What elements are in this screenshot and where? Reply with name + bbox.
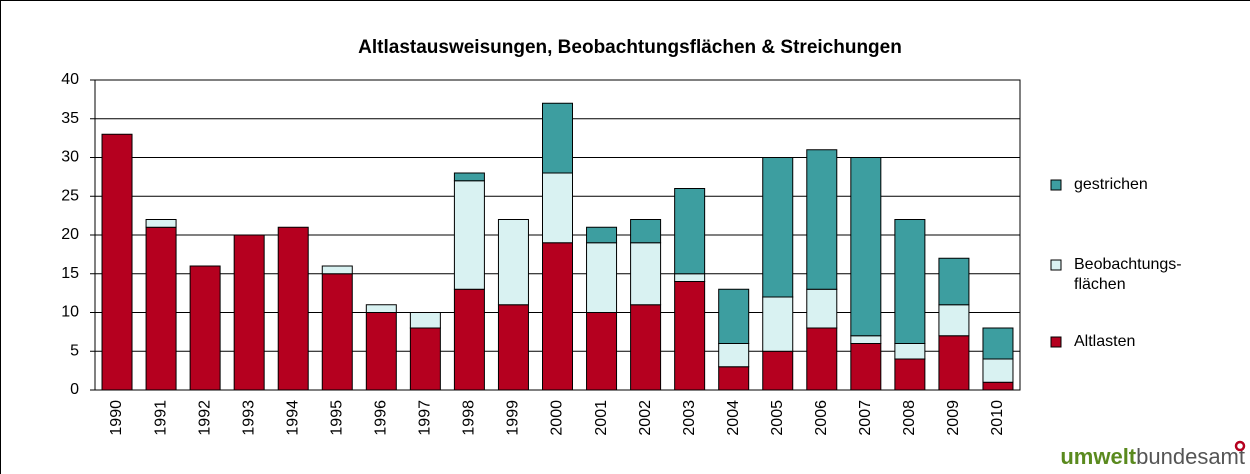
logo: umweltbundesamt xyxy=(1060,444,1245,469)
bar-segment xyxy=(409,327,441,391)
bar-segment xyxy=(145,226,177,391)
x-tick-label: 1993 xyxy=(240,400,257,436)
bar-segment xyxy=(542,102,573,174)
x-tick-label: 2005 xyxy=(769,400,786,436)
bar-segment xyxy=(718,366,750,391)
bar-segment xyxy=(938,304,970,337)
x-tick-label: 2006 xyxy=(813,400,830,436)
bar-segment xyxy=(982,327,1014,360)
x-tick-label: 2000 xyxy=(549,400,566,436)
bar-segment xyxy=(453,288,485,391)
bar-segment xyxy=(145,219,177,228)
x-tick-label: 1994 xyxy=(284,400,301,436)
x-tick-label: 2002 xyxy=(637,400,654,436)
bar-segment xyxy=(321,273,353,391)
x-tick-label: 1997 xyxy=(417,400,434,436)
logo-bold: umwelt xyxy=(1060,444,1136,469)
bar-segment xyxy=(762,350,794,391)
bar-segment xyxy=(586,226,618,244)
x-tick-label: 1999 xyxy=(505,400,522,436)
x-tick-label: 2007 xyxy=(857,400,874,436)
legend-label: gestrichen xyxy=(1074,176,1148,193)
y-tick-label: 10 xyxy=(61,304,79,321)
chart-title: Altlastausweisungen, Beobachtungsflächen… xyxy=(358,37,902,58)
bar-segment xyxy=(542,242,573,391)
bar-segment xyxy=(321,265,353,275)
bar-segment xyxy=(718,343,750,368)
bar-segment xyxy=(630,219,662,244)
bar-segment xyxy=(850,343,882,391)
x-tick-label: 1990 xyxy=(108,400,125,436)
bar-segment xyxy=(762,296,794,352)
bar-segment xyxy=(850,335,882,344)
x-tick-label: 1996 xyxy=(373,400,390,436)
bar-segment xyxy=(806,288,838,329)
bar-segment xyxy=(277,226,309,391)
x-tick-label: 1991 xyxy=(152,400,169,436)
x-tick-label: 1992 xyxy=(196,400,213,436)
bar-segment xyxy=(674,188,706,275)
bar-segment xyxy=(806,327,838,391)
x-tick-label: 1995 xyxy=(328,400,345,436)
bar-segment xyxy=(453,172,485,182)
y-tick-label: 20 xyxy=(61,226,79,243)
bar-segment xyxy=(586,312,618,391)
x-tick-label: 2004 xyxy=(725,400,742,436)
bar-segment xyxy=(497,219,529,306)
y-tick-label: 35 xyxy=(61,110,79,127)
legend-label: Altlasten xyxy=(1074,333,1135,350)
bar-segment xyxy=(630,304,662,391)
bar-segment xyxy=(718,288,750,344)
bar-segment xyxy=(497,304,529,391)
legend-swatch xyxy=(1050,179,1062,191)
legend-label: Beobachtungs-flächen xyxy=(1074,256,1182,293)
x-tick-label: 2008 xyxy=(901,400,918,436)
bar-segment xyxy=(630,242,662,306)
legend-swatch xyxy=(1050,259,1062,271)
y-tick-label: 0 xyxy=(70,381,79,398)
bar-segment xyxy=(894,358,926,391)
bar-segment xyxy=(189,265,221,391)
y-tick-label: 25 xyxy=(61,187,79,204)
bar-segment xyxy=(982,381,1014,391)
y-tick-label: 15 xyxy=(61,265,79,282)
bar-segment xyxy=(101,133,133,391)
y-tick-label: 30 xyxy=(61,149,79,166)
legend-swatch xyxy=(1050,336,1062,348)
x-tick-label: 2010 xyxy=(989,400,1006,436)
bar-segment xyxy=(850,157,882,337)
x-tick-label: 2003 xyxy=(681,400,698,436)
y-tick-label: 5 xyxy=(70,342,79,359)
bar-segment xyxy=(982,358,1014,383)
bar-segment xyxy=(806,149,838,290)
logo-rest: bundesamt xyxy=(1136,444,1245,469)
bar-segment xyxy=(453,180,485,290)
bar-segment xyxy=(674,281,706,391)
bar-segment xyxy=(365,304,397,313)
bar-segment xyxy=(233,234,265,391)
bar-segment xyxy=(938,335,970,391)
bar-segment xyxy=(365,312,397,391)
bar-segment xyxy=(894,343,926,360)
bar-segment xyxy=(762,157,794,298)
bar-segment xyxy=(409,312,441,329)
x-tick-label: 2001 xyxy=(593,400,610,436)
y-tick-label: 40 xyxy=(61,71,79,88)
bar-segment xyxy=(894,219,926,344)
bar-segment xyxy=(674,273,706,282)
x-tick-label: 2009 xyxy=(945,400,962,436)
bar-segment xyxy=(542,172,573,244)
bar-segment xyxy=(938,257,970,306)
bar-segment xyxy=(586,242,618,313)
logo-icon xyxy=(1234,440,1246,452)
x-tick-label: 1998 xyxy=(461,400,478,436)
